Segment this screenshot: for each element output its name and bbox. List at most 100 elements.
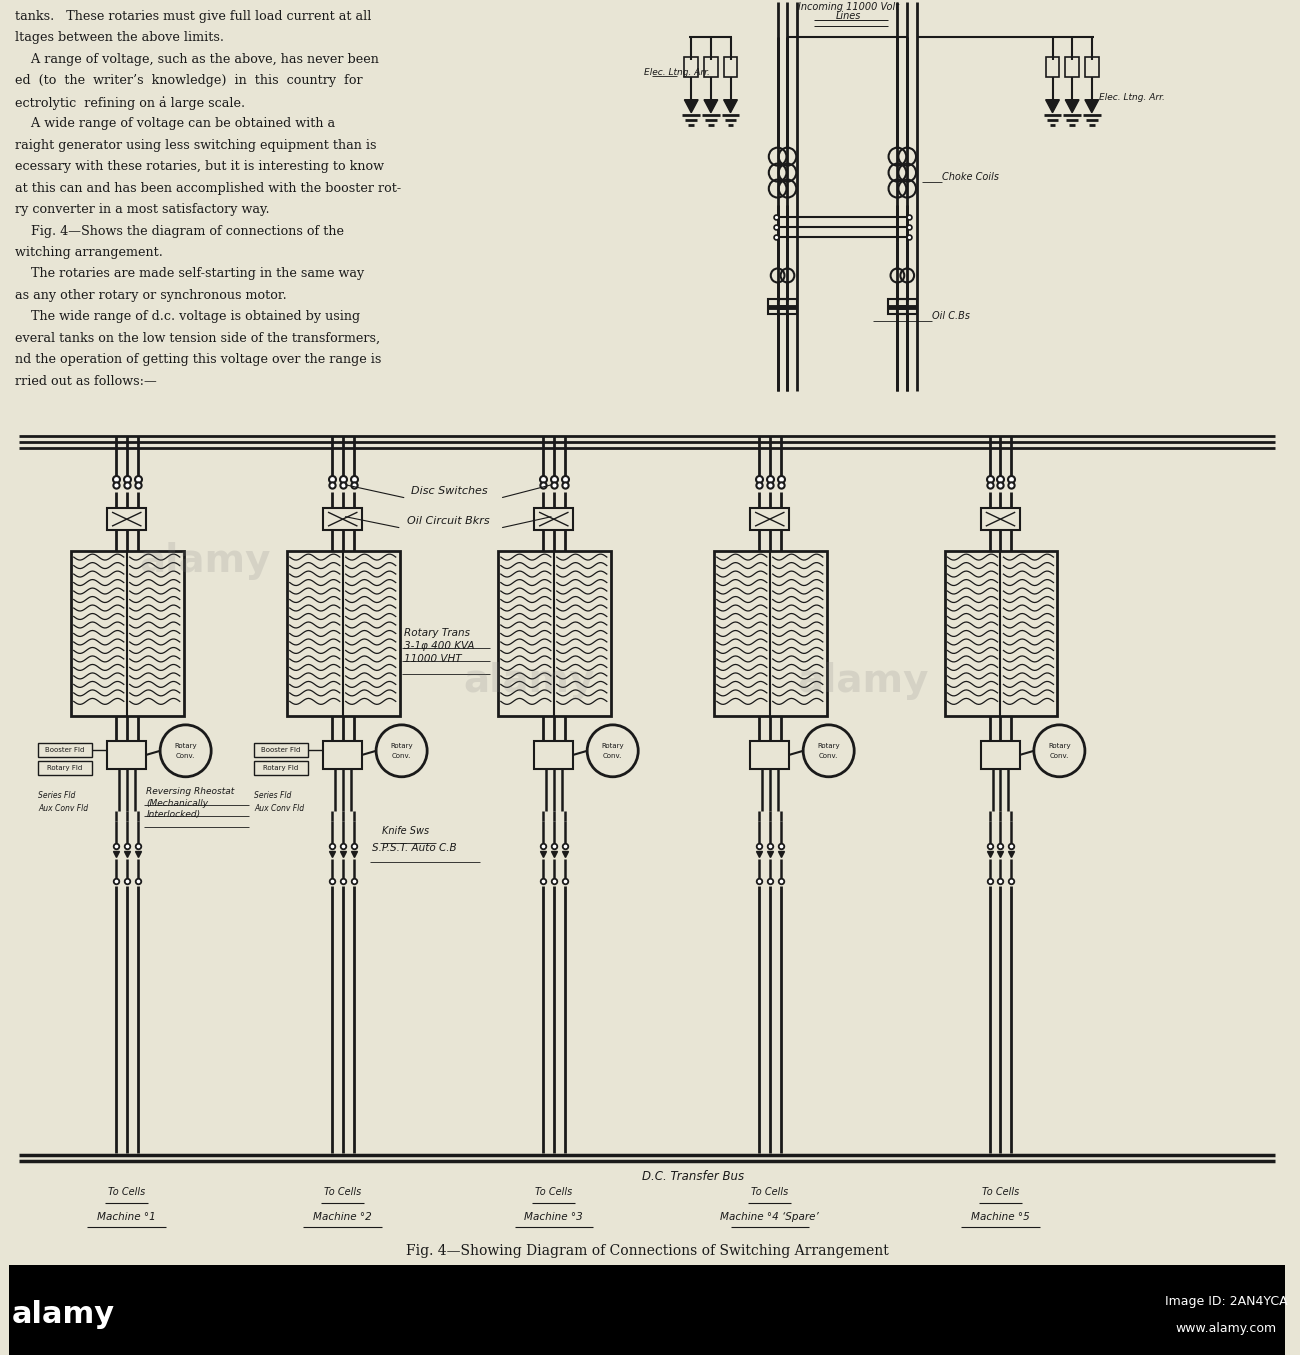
Text: Rotary: Rotary bbox=[602, 743, 624, 749]
Text: alamy: alamy bbox=[797, 661, 928, 701]
Text: Incoming 11000 Volt: Incoming 11000 Volt bbox=[798, 1, 898, 12]
Text: Choke Coils: Choke Coils bbox=[941, 172, 998, 182]
Text: alamy: alamy bbox=[12, 1299, 114, 1329]
Polygon shape bbox=[1065, 100, 1079, 112]
Text: To Cells: To Cells bbox=[751, 1187, 788, 1198]
Bar bbox=[714, 551, 827, 715]
Text: Rotary: Rotary bbox=[1048, 743, 1071, 749]
Text: Lines: Lines bbox=[836, 11, 861, 20]
Bar bbox=[982, 741, 1020, 768]
Text: alamy: alamy bbox=[139, 542, 270, 580]
Text: Series Fld: Series Fld bbox=[39, 791, 75, 801]
Text: alamy: alamy bbox=[464, 661, 595, 701]
Text: Machine °4 ‘Spare’: Machine °4 ‘Spare’ bbox=[720, 1213, 819, 1222]
Text: Rotary: Rotary bbox=[390, 743, 413, 749]
Text: at this can and has been accomplished with the booster rot-: at this can and has been accomplished wi… bbox=[14, 182, 400, 195]
Text: A range of voltage, such as the above, has never been: A range of voltage, such as the above, h… bbox=[14, 53, 378, 66]
Text: Booster Fld: Booster Fld bbox=[261, 747, 300, 753]
Bar bbox=[684, 57, 698, 77]
Text: as any other rotary or synchronous motor.: as any other rotary or synchronous motor… bbox=[14, 289, 286, 302]
Polygon shape bbox=[705, 100, 718, 112]
Bar bbox=[897, 299, 916, 314]
Text: nd the operation of getting this voltage over the range is: nd the operation of getting this voltage… bbox=[14, 354, 381, 366]
Bar bbox=[324, 508, 363, 530]
Text: Conv.: Conv. bbox=[391, 753, 411, 759]
Text: tanks.   These rotaries must give full load current at all: tanks. These rotaries must give full loa… bbox=[14, 9, 372, 23]
Text: A wide range of voltage can be obtained with a: A wide range of voltage can be obtained … bbox=[14, 117, 335, 130]
Text: Aux Conv Fld: Aux Conv Fld bbox=[39, 805, 88, 813]
Bar bbox=[287, 551, 399, 715]
Text: ectrolytic  refining on ȧ large scale.: ectrolytic refining on ȧ large scale. bbox=[14, 96, 244, 110]
Bar bbox=[750, 741, 789, 768]
Text: ed  (to  the  writer’s  knowledge)  in  this  country  for: ed (to the writer’s knowledge) in this c… bbox=[14, 75, 363, 87]
Polygon shape bbox=[1086, 100, 1098, 112]
Text: Elec. Ltng. Arr.: Elec. Ltng. Arr. bbox=[644, 68, 710, 77]
Bar bbox=[70, 551, 183, 715]
Bar bbox=[750, 508, 789, 530]
Text: witching arrangement.: witching arrangement. bbox=[14, 247, 163, 259]
Text: Conv.: Conv. bbox=[819, 753, 838, 759]
Bar bbox=[705, 57, 718, 77]
Text: S.P.S.T. Auto C.B: S.P.S.T. Auto C.B bbox=[372, 843, 456, 852]
Bar bbox=[255, 760, 308, 775]
Text: www.alamy.com: www.alamy.com bbox=[1175, 1321, 1277, 1335]
Text: Rotary Trans: Rotary Trans bbox=[403, 627, 469, 638]
Text: Fig. 4—Shows the diagram of connections of the: Fig. 4—Shows the diagram of connections … bbox=[14, 225, 343, 237]
Bar bbox=[1086, 57, 1098, 77]
Text: (Mechanically: (Mechanically bbox=[147, 798, 208, 808]
Text: D.C. Transfer Bus: D.C. Transfer Bus bbox=[642, 1171, 745, 1183]
Text: Fig. 4—Showing Diagram of Connections of Switching Arrangement: Fig. 4—Showing Diagram of Connections of… bbox=[406, 1244, 888, 1259]
Text: To Cells: To Cells bbox=[108, 1187, 146, 1198]
Bar bbox=[107, 741, 147, 768]
Polygon shape bbox=[1045, 100, 1060, 112]
Bar bbox=[107, 508, 147, 530]
Text: ry converter in a most satisfactory way.: ry converter in a most satisfactory way. bbox=[14, 203, 269, 215]
Bar bbox=[724, 57, 737, 77]
Text: Rotary Fld: Rotary Fld bbox=[47, 764, 82, 771]
Text: Rotary: Rotary bbox=[174, 743, 198, 749]
Bar bbox=[768, 299, 788, 314]
Text: Booster Fld: Booster Fld bbox=[46, 747, 84, 753]
Bar bbox=[324, 741, 363, 768]
Bar bbox=[888, 299, 907, 314]
Text: The wide range of d.c. voltage is obtained by using: The wide range of d.c. voltage is obtain… bbox=[14, 310, 360, 324]
Text: The rotaries are made self-starting in the same way: The rotaries are made self-starting in t… bbox=[14, 267, 364, 280]
Text: Oil Circuit Bkrs: Oil Circuit Bkrs bbox=[407, 516, 489, 526]
Polygon shape bbox=[724, 100, 737, 112]
Text: raight generator using less switching equipment than is: raight generator using less switching eq… bbox=[14, 138, 376, 152]
Text: Machine °3: Machine °3 bbox=[524, 1213, 584, 1222]
Bar bbox=[982, 508, 1020, 530]
Text: To Cells: To Cells bbox=[324, 1187, 361, 1198]
Text: Knife Sws: Knife Sws bbox=[382, 825, 429, 836]
Bar bbox=[534, 508, 573, 530]
Text: everal tanks on the low tension side of the transformers,: everal tanks on the low tension side of … bbox=[14, 332, 380, 346]
Text: Reversing Rheostat: Reversing Rheostat bbox=[147, 787, 234, 795]
Text: Elec. Ltng. Arr.: Elec. Ltng. Arr. bbox=[1098, 92, 1165, 102]
Text: Image ID: 2AN4YCA: Image ID: 2AN4YCA bbox=[1165, 1294, 1287, 1308]
Text: Series Fld: Series Fld bbox=[255, 791, 291, 801]
Text: To Cells: To Cells bbox=[982, 1187, 1019, 1198]
Text: Conv.: Conv. bbox=[1049, 753, 1069, 759]
Bar bbox=[255, 743, 308, 757]
Text: ecessary with these rotaries, but it is interesting to know: ecessary with these rotaries, but it is … bbox=[14, 160, 384, 173]
Text: Interlocked): Interlocked) bbox=[147, 810, 200, 818]
Bar bbox=[39, 760, 92, 775]
Text: Conv.: Conv. bbox=[603, 753, 623, 759]
Text: ltages between the above limits.: ltages between the above limits. bbox=[14, 31, 224, 45]
Text: 11000 VHT: 11000 VHT bbox=[403, 654, 462, 664]
Text: Rotary Fld: Rotary Fld bbox=[264, 764, 299, 771]
Bar bbox=[534, 741, 573, 768]
Text: Oil C.Bs: Oil C.Bs bbox=[932, 312, 970, 321]
Text: Aux Conv Fld: Aux Conv Fld bbox=[255, 805, 304, 813]
Bar bbox=[1065, 57, 1079, 77]
Bar bbox=[777, 299, 797, 314]
Text: 3-1φ 400 KVA: 3-1φ 400 KVA bbox=[403, 641, 474, 650]
Bar bbox=[39, 743, 92, 757]
Text: rried out as follows:—: rried out as follows:— bbox=[14, 375, 156, 388]
Text: Disc Switches: Disc Switches bbox=[411, 486, 488, 496]
Text: Machine °2: Machine °2 bbox=[313, 1213, 372, 1222]
Bar bbox=[945, 551, 1057, 715]
Text: Machine °5: Machine °5 bbox=[971, 1213, 1030, 1222]
Text: Machine °1: Machine °1 bbox=[98, 1213, 156, 1222]
Bar bbox=[9, 1266, 1286, 1355]
